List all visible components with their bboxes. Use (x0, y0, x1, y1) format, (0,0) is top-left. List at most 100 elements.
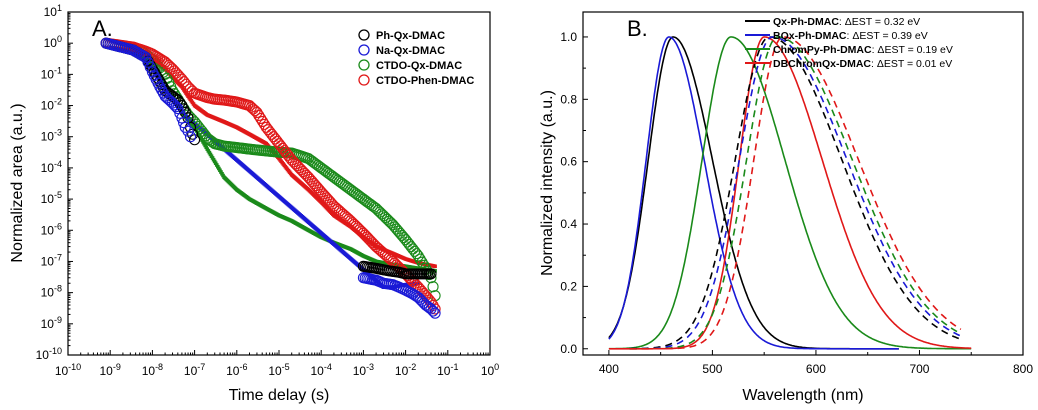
data-point (343, 182, 355, 194)
data-point (247, 103, 259, 115)
legend-marker (358, 74, 370, 86)
data-point (286, 154, 298, 166)
legend-entry-label: Na-Qx-DMAC (376, 45, 445, 57)
data-point (202, 141, 206, 146)
x-tick-label: 400 (599, 362, 619, 376)
x-tick-label: 10-2 (395, 362, 416, 378)
data-point (425, 303, 437, 315)
x-tick-label: 10-5 (268, 362, 289, 378)
data-point (416, 281, 421, 286)
data-point (170, 67, 182, 79)
panel-a-legend: Ph-Qx-DMAC Na-Qx-DMAC CTDO-Qx-DMAC CTDO-Phe… (358, 29, 474, 87)
x-tick-label: 600 (806, 362, 826, 376)
data-point (383, 215, 395, 227)
legend-entry-label: Ph-Qx-DMAC (376, 30, 445, 42)
data-point (313, 184, 325, 196)
x-tick-label: 100 (481, 362, 499, 378)
x-tick-label: 10-1 (437, 362, 458, 378)
data-point (304, 173, 316, 185)
y-tick-label: 1.0 (560, 30, 577, 44)
data-point (251, 106, 263, 119)
data-point (414, 293, 426, 305)
data-point (152, 72, 164, 84)
x-tick-label: 10-10 (55, 362, 81, 378)
data-point (203, 143, 207, 148)
y-tick-label: 10-7 (41, 252, 62, 268)
data-point (308, 178, 320, 190)
series-line-qx-ph-dmac-dashed (629, 36, 962, 350)
panel-a: A. 10-10 10-9 10-8 10-7 10-6 10-5 10-4 10-3 10-2… (9, 3, 499, 404)
legend-entry-label: CTDO-Phen-DMAC (376, 75, 474, 87)
panel-b: B. 400 500 600 700 800 0.0 0.2 0.4 0.6 0.8 1.0 Wav… (539, 11, 1033, 404)
legend-entry-label: CTDO-Qx-DMAC (376, 60, 462, 72)
data-point (326, 170, 338, 182)
panel-a-frame (67, 11, 491, 356)
data-point (140, 51, 152, 63)
data-point (337, 178, 349, 190)
legend-entry-label: BQx-Ph-DMAC: ΔEST = 0.39 eV (773, 30, 928, 42)
y-tick-label: 0.0 (560, 342, 577, 356)
legend-entry-label: DBChromQx-DMAC: ΔEST = 0.01 eV (773, 58, 952, 70)
data-point (163, 59, 175, 71)
data-point (302, 171, 315, 183)
y-tick-label: 10-5 (41, 190, 62, 206)
data-point (425, 268, 437, 280)
panel-a-y-axis-label: Normalized area (a.u.) (9, 103, 26, 262)
data-point (172, 69, 184, 81)
y-tick-label: 10-6 (41, 221, 62, 237)
series-line-chrompy-ph-dmac-dashed (629, 36, 962, 350)
data-point (433, 264, 437, 269)
legend-entry-label: ChromPy-Ph-DMAC: ΔEST = 0.19 eV (773, 44, 953, 56)
panel-a-label: A. (92, 16, 113, 41)
data-point (429, 307, 441, 319)
data-point (412, 250, 424, 262)
data-point (204, 145, 209, 150)
series-na-qx-dmac (100, 37, 441, 319)
y-tick-label: 0.2 (560, 279, 577, 293)
y-tick-label: 10-9 (41, 315, 62, 331)
x-tick-label: 10-3 (353, 362, 374, 378)
data-point (427, 305, 439, 317)
data-point (339, 180, 351, 192)
y-tick-label: 101 (44, 3, 62, 19)
data-point (170, 101, 182, 113)
data-point (182, 125, 194, 137)
data-point (291, 160, 303, 172)
legend-entry-label: Qx-Ph-DMAC: ΔEST = 0.32 eV (773, 16, 920, 28)
panel-b-legend: Qx-Ph-DMAC: ΔEST = 0.32 eV BQx-Ph-DMAC: Δ… (745, 16, 953, 70)
data-point (293, 162, 305, 174)
data-point (335, 177, 347, 189)
data-point (253, 109, 265, 121)
legend-marker (358, 59, 370, 71)
data-point (289, 158, 301, 170)
legend-marker (358, 44, 370, 56)
data-point (324, 169, 336, 181)
data-point (414, 253, 426, 265)
data-point (310, 180, 322, 192)
series-line-bqx-ph-dmac-dashed (629, 36, 962, 350)
x-tick-label: 700 (909, 362, 929, 376)
data-point (201, 132, 213, 144)
data-point (288, 156, 300, 168)
panel-b-x-axis-label: Wavelength (nm) (742, 387, 863, 404)
data-point (168, 99, 180, 111)
y-tick-label: 10-4 (41, 159, 62, 175)
series-line-bqx-ph-dmac-solid (608, 36, 899, 350)
data-point (166, 63, 179, 75)
x-tick-label: 10-9 (100, 362, 121, 378)
data-point (201, 140, 205, 144)
y-tick-label: 100 (44, 34, 62, 50)
data-point (312, 182, 324, 194)
x-tick-label: 10-4 (311, 362, 332, 378)
data-point (178, 117, 190, 129)
data-point (168, 65, 180, 77)
data-point (297, 165, 309, 178)
data-point (332, 174, 344, 186)
legend-marker (358, 29, 370, 41)
y-tick-label: 10-2 (41, 97, 62, 113)
data-point (330, 173, 342, 185)
data-point (423, 302, 435, 314)
data-point (284, 152, 296, 164)
data-point (427, 281, 439, 293)
x-tick-label: 10-7 (184, 362, 205, 378)
